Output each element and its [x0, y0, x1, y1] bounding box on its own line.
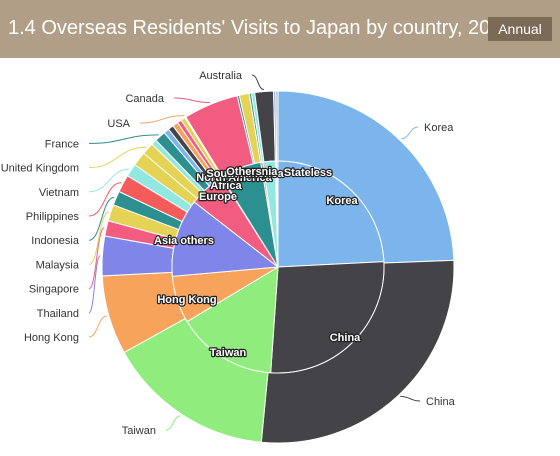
- inner-label-hong-kong: Hong Kong: [157, 294, 216, 306]
- period-badge[interactable]: Annual: [488, 17, 552, 41]
- chart-header: 1.4 Overseas Residents' Visits to Japan …: [0, 0, 560, 58]
- inner-slice-asia-others[interactable]: [171, 201, 280, 277]
- outer-label-taiwan: Taiwan: [122, 425, 156, 437]
- inner-label-stateless: Stateless: [284, 167, 332, 179]
- outer-connector-hong-kong: [88, 315, 107, 338]
- outer-connector-singapore: [88, 227, 105, 290]
- outer-slice-unlabeled-27[interactable]: [275, 90, 279, 162]
- outer-connector-malaysia: [88, 211, 109, 265]
- outer-ring-labels: Korea China Taiwan Hong Kong Thailand Singapo…: [1, 70, 456, 437]
- outer-connector-china: [400, 395, 421, 402]
- inner-label-asia-others: Asia others: [154, 235, 214, 247]
- outer-label-hong-kong: Hong Kong: [24, 332, 79, 344]
- outer-connector-korea: [401, 126, 419, 140]
- inner-label-north-america: North America: [196, 172, 272, 184]
- outer-connector-united-kingdom: [88, 146, 147, 169]
- outer-label-usa: USA: [107, 118, 130, 130]
- inner-slice-stateless[interactable]: [276, 160, 279, 268]
- outer-connector-vietnam: [88, 168, 130, 193]
- inner-ring: [171, 160, 385, 374]
- inner-label-europe: Europe: [199, 191, 237, 203]
- donut-chart: Korea China Taiwan Hong Kong Thailand Singapo…: [1, 70, 456, 444]
- outer-label-indonesia: Indonesia: [31, 235, 80, 247]
- outer-label-united-kingdom: United Kingdom: [1, 163, 79, 175]
- outer-label-korea: Korea: [424, 122, 454, 134]
- outer-label-vietnam: Vietnam: [39, 187, 79, 199]
- inner-slice-china[interactable]: [270, 261, 385, 374]
- outer-label-malaysia: Malaysia: [36, 259, 80, 271]
- inner-label-south-america: South America: [206, 168, 284, 180]
- outer-label-thailand: Thailand: [37, 308, 79, 320]
- outer-label-philippines: Philippines: [26, 211, 80, 223]
- outer-label-china: China: [426, 396, 456, 408]
- inner-slice-korea[interactable]: [277, 160, 385, 268]
- outer-label-singapore: Singapore: [29, 284, 79, 296]
- inner-label-china: China: [330, 332, 361, 344]
- inner-slice-taiwan[interactable]: [186, 266, 279, 374]
- outer-label-australia: Australia: [199, 70, 243, 82]
- outer-connector-australia: [251, 74, 265, 91]
- outer-connector-france: [88, 134, 159, 144]
- inner-label-korea: Korea: [326, 195, 358, 207]
- inner-label-taiwan: Taiwan: [210, 347, 247, 359]
- inner-ring-labels: Korea China Taiwan Hong Kong Asia others Euro…: [153, 165, 363, 360]
- outer-connector-canada: [173, 97, 210, 104]
- inner-label-others: Others: [226, 166, 261, 178]
- outer-connector-philippines: [88, 182, 122, 217]
- inner-label-oceania: Oceania: [235, 166, 279, 178]
- chart-title: 1.4 Overseas Residents' Visits to Japan …: [8, 17, 513, 39]
- outer-label-canada: Canada: [125, 93, 164, 105]
- outer-connector-thailand: [88, 255, 101, 314]
- outer-connector-usa: [139, 115, 185, 124]
- outer-connector-indonesia: [88, 196, 115, 241]
- inner-label-africa: Africa: [210, 180, 242, 192]
- outer-label-france: France: [45, 138, 79, 150]
- outer-connector-taiwan: [165, 415, 181, 431]
